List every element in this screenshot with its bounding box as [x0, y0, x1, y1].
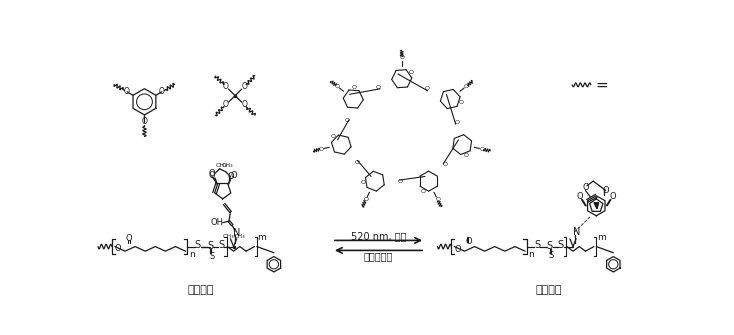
Text: S: S — [549, 251, 554, 260]
Text: O: O — [223, 100, 229, 110]
Text: N: N — [573, 227, 581, 237]
Text: S: S — [209, 252, 214, 261]
Text: O: O — [435, 197, 440, 202]
Text: S: S — [558, 240, 564, 250]
Text: O: O — [465, 238, 472, 247]
Text: n: n — [528, 250, 534, 259]
Text: n: n — [189, 250, 195, 259]
Text: N: N — [233, 228, 240, 238]
Text: O: O — [330, 134, 335, 139]
Text: S: S — [534, 240, 540, 250]
Text: O: O — [124, 87, 130, 96]
Text: m: m — [258, 233, 266, 242]
Text: O: O — [361, 180, 366, 185]
Text: S: S — [195, 240, 201, 250]
Text: O: O — [421, 189, 425, 194]
Text: 无色状态: 无色状态 — [536, 285, 562, 295]
Text: O: O — [603, 186, 609, 195]
Text: O: O — [208, 171, 215, 180]
Text: O: O — [223, 82, 229, 91]
Text: O: O — [464, 83, 469, 88]
Text: O: O — [159, 87, 165, 96]
Text: O: O — [398, 179, 403, 184]
Text: S: S — [547, 241, 553, 251]
Text: O: O — [319, 147, 324, 152]
Text: O: O — [454, 245, 461, 254]
Text: O: O — [464, 153, 469, 158]
Text: CH₃: CH₃ — [222, 234, 234, 239]
Text: O: O — [126, 233, 132, 243]
Text: O: O — [335, 83, 339, 88]
Text: O: O — [115, 244, 121, 253]
Text: O: O — [582, 183, 589, 192]
Text: O: O — [425, 86, 430, 91]
Text: O: O — [609, 192, 616, 201]
Text: 黑暗，加热: 黑暗，加热 — [364, 252, 393, 262]
Text: CH₃: CH₃ — [233, 234, 245, 239]
Text: OH: OH — [211, 218, 224, 227]
Text: CH₃: CH₃ — [222, 163, 233, 168]
Text: O: O — [142, 117, 148, 126]
Text: O: O — [344, 118, 349, 123]
Text: O: O — [399, 55, 404, 60]
Text: O: O — [577, 192, 584, 201]
Text: O: O — [230, 171, 237, 180]
Text: O: O — [409, 70, 414, 75]
Text: O: O — [241, 100, 247, 110]
Text: =: = — [595, 77, 608, 92]
Text: O: O — [227, 172, 234, 181]
Text: O: O — [363, 197, 368, 202]
Text: O: O — [454, 121, 459, 126]
Text: O: O — [241, 82, 247, 91]
Polygon shape — [594, 203, 599, 209]
Text: S: S — [218, 240, 225, 250]
Text: O: O — [480, 147, 485, 152]
Text: O: O — [352, 85, 357, 90]
Text: CH₃: CH₃ — [215, 163, 227, 168]
Text: O: O — [355, 160, 359, 165]
Text: O: O — [376, 85, 381, 90]
Text: O: O — [443, 162, 448, 167]
Text: O: O — [459, 100, 464, 105]
Text: S: S — [207, 241, 214, 251]
Text: O: O — [208, 169, 215, 178]
Text: 520 nm, 光照: 520 nm, 光照 — [351, 231, 406, 241]
Text: 有色状态: 有色状态 — [187, 285, 214, 295]
Text: m: m — [597, 233, 606, 242]
